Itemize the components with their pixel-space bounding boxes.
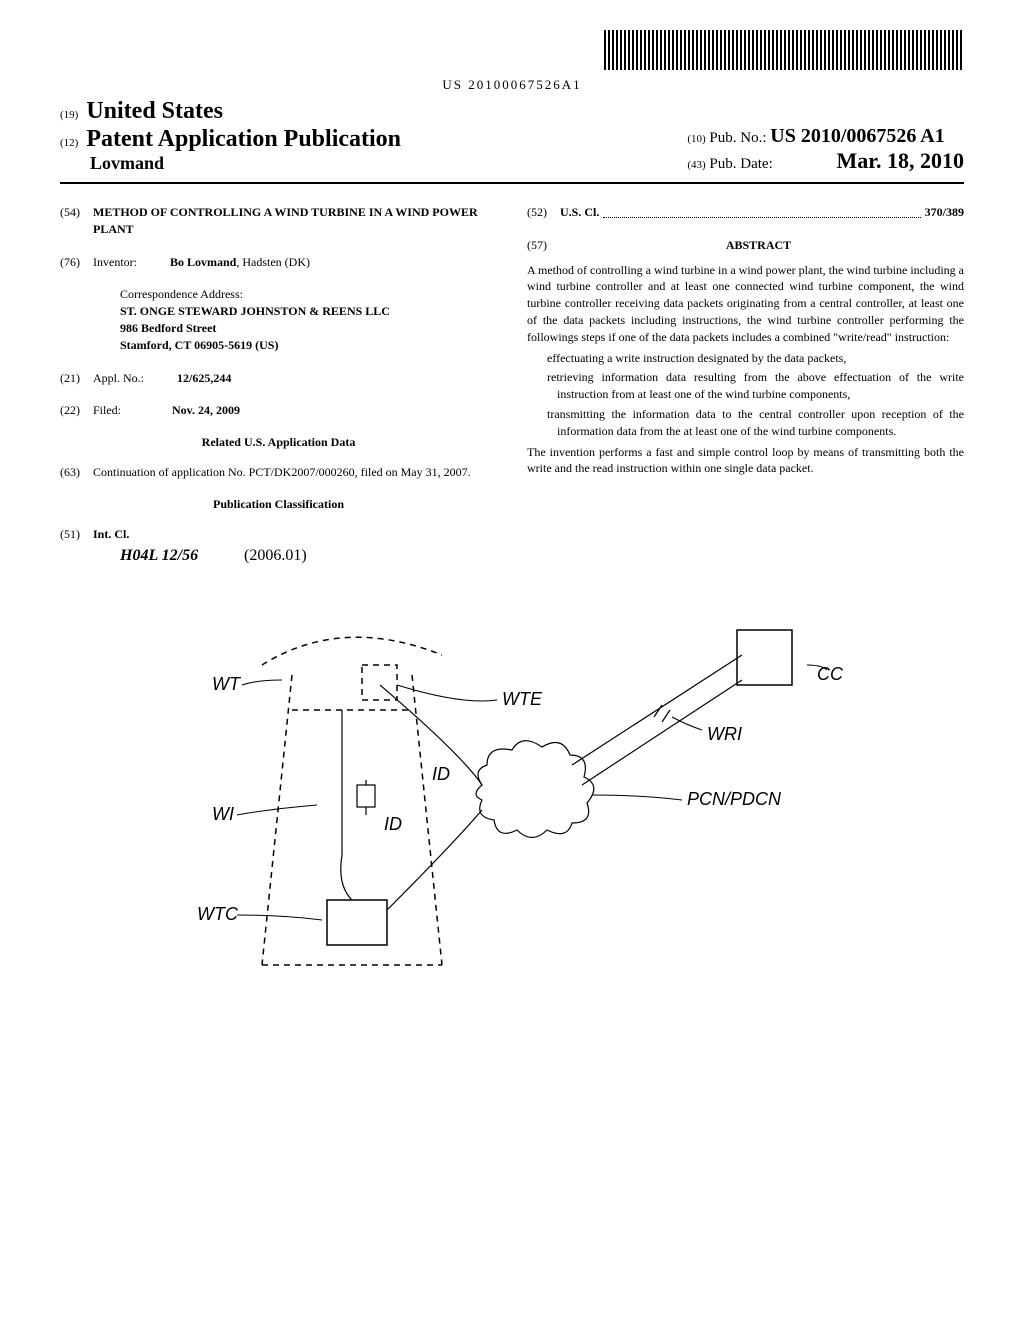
intcl-code: H04L 12/56 (120, 547, 240, 565)
pub-class-header: Publication Classification (60, 497, 497, 512)
pub-date-value: Mar. 18, 2010 (836, 148, 964, 173)
inventor-name-bold: Bo Lovmand (170, 255, 236, 269)
label-WI: WI (212, 804, 234, 824)
code-54: (54) (60, 204, 90, 221)
inventor-surname: Lovmand (90, 153, 164, 174)
right-column: (52) U.S. Cl. 370/389 (57) ABSTRACT A me… (527, 204, 964, 565)
section-54: (54) METHOD OF CONTROLLING A WIND TURBIN… (60, 204, 497, 238)
correspondence-line2: 986 Bedford Street (120, 320, 497, 337)
section-51: (51) Int. Cl. (60, 526, 497, 543)
label-ID1: ID (432, 764, 450, 784)
code-19: (19) (60, 109, 78, 121)
section-21: (21) Appl. No.: 12/625,244 (60, 370, 497, 387)
section-52: (52) U.S. Cl. 370/389 (527, 204, 964, 221)
abstract-body: A method of controlling a wind turbine i… (527, 262, 964, 478)
label-ID2: ID (384, 814, 402, 834)
related-header: Related U.S. Application Data (60, 435, 497, 450)
code-22: (22) (60, 402, 90, 419)
section-76: (76) Inventor: Bo Lovmand, Hadsten (DK) (60, 254, 497, 271)
inventor-location: , Hadsten (DK) (236, 255, 310, 269)
section-57: (57) ABSTRACT A method of controlling a … (527, 237, 964, 477)
filed-label: Filed: (93, 402, 121, 419)
invention-title: METHOD OF CONTROLLING A WIND TURBINE IN … (93, 204, 490, 238)
section-63: (63) Continuation of application No. PCT… (60, 464, 497, 481)
pub-no-label: Pub. No.: (709, 130, 766, 146)
abstract-para1: A method of controlling a wind turbine i… (527, 263, 964, 344)
correspondence-label: Correspondence Address: (120, 286, 497, 303)
label-WRI: WRI (707, 724, 742, 744)
code-57: (57) (527, 237, 557, 254)
barcode-section: US 20100067526A1 (60, 30, 964, 93)
applno-label: Appl. No.: (93, 370, 144, 387)
code-43: (43) (687, 159, 705, 171)
label-CC: CC (817, 664, 844, 684)
intcl-date: (2006.01) (244, 547, 307, 564)
abstract-item1: effectuating a write instruction designa… (547, 350, 964, 367)
abstract-list: effectuating a write instruction designa… (547, 350, 964, 440)
correspondence-address: Correspondence Address: ST. ONGE STEWARD… (120, 286, 497, 353)
intcl-row: H04L 12/56 (2006.01) (120, 547, 497, 565)
pub-no-value: US 2010/0067526 A1 (770, 125, 944, 147)
code-52: (52) (527, 204, 557, 221)
section-22: (22) Filed: Nov. 24, 2009 (60, 402, 497, 419)
label-PCN: PCN/PDCN (687, 789, 782, 809)
label-WTC: WTC (197, 904, 239, 924)
left-column: (54) METHOD OF CONTROLLING A WIND TURBIN… (60, 204, 497, 565)
intcl-label: Int. Cl. (93, 526, 129, 543)
document-header: (19) United States (12) Patent Applicati… (60, 98, 964, 184)
code-10: (10) (687, 133, 705, 145)
barcode-text: US 20100067526A1 (60, 77, 964, 93)
uscl-label: U.S. Cl. (560, 204, 599, 221)
correspondence-line1: ST. ONGE STEWARD JOHNSTON & REENS LLC (120, 303, 497, 320)
code-76: (76) (60, 254, 90, 271)
code-21: (21) (60, 370, 90, 387)
patent-diagram: WT WI WTC WTE ID ID CC WRI PCN/PDCN (60, 605, 964, 990)
diagram-svg: WT WI WTC WTE ID ID CC WRI PCN/PDCN (162, 605, 862, 985)
uscl-value: 370/389 (925, 204, 964, 221)
pub-date-label: Pub. Date: (709, 156, 772, 172)
content-columns: (54) METHOD OF CONTROLLING A WIND TURBIN… (60, 204, 964, 565)
label-WT: WT (212, 674, 242, 694)
uscl-dots (603, 204, 920, 218)
correspondence-line3: Stamford, CT 06905-5619 (US) (120, 337, 497, 354)
abstract-para2: The invention performs a fast and simple… (527, 445, 964, 476)
abstract-item2: retrieving information data resulting fr… (547, 369, 964, 403)
applno-value: 12/625,244 (177, 371, 231, 385)
publication-title: Patent Application Publication (86, 126, 401, 153)
code-12: (12) (60, 137, 78, 149)
filed-value: Nov. 24, 2009 (172, 403, 240, 417)
country-name: United States (86, 98, 223, 125)
code-51: (51) (60, 526, 90, 543)
label-WTE: WTE (502, 689, 543, 709)
abstract-item3: transmitting the information data to the… (547, 406, 964, 440)
barcode-graphic (604, 30, 964, 70)
abstract-header: ABSTRACT (560, 237, 957, 254)
code-63: (63) (60, 464, 90, 481)
inventor-label: Inventor: (93, 254, 137, 271)
continuation-text: Continuation of application No. PCT/DK20… (93, 464, 490, 481)
